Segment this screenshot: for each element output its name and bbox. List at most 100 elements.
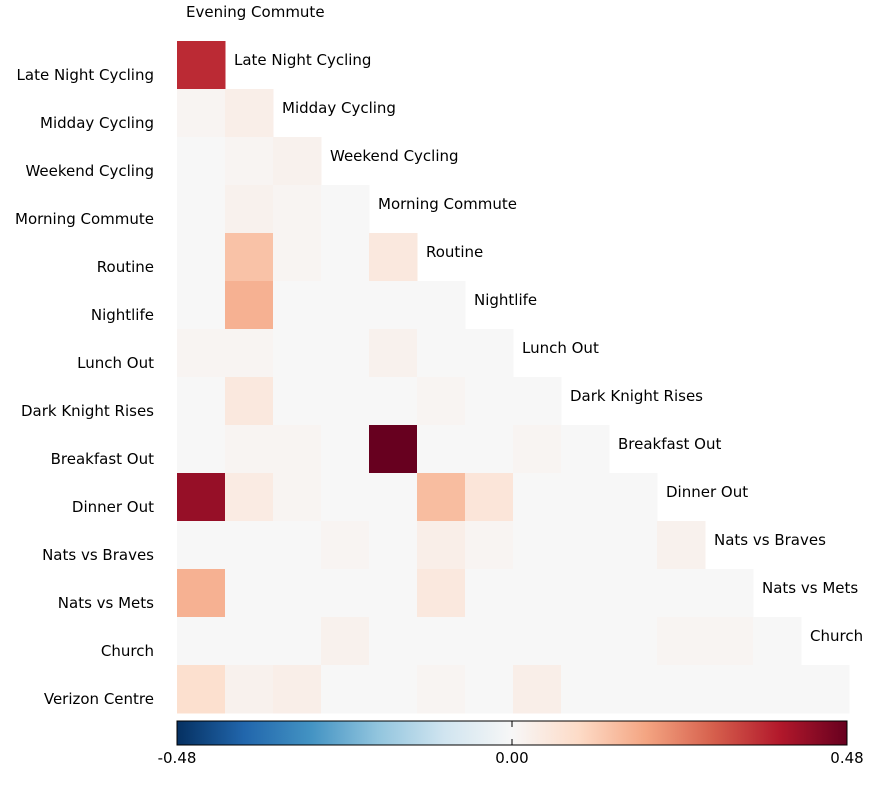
heatmap-cell	[177, 665, 226, 714]
column-label: Nats vs Mets	[762, 579, 858, 597]
heatmap-cell	[465, 665, 514, 714]
heatmap-cell	[321, 569, 370, 618]
heatmap-cell	[513, 665, 562, 714]
heatmap-cell	[177, 425, 226, 474]
heatmap-cell	[609, 569, 658, 618]
heatmap-cell	[273, 521, 322, 570]
column-label: Dinner Out	[666, 483, 748, 501]
heatmap-cell	[561, 617, 610, 666]
heatmap-cell	[273, 329, 322, 378]
row-label: Dark Knight Rises	[21, 402, 154, 420]
column-label: Morning Commute	[378, 195, 517, 213]
heatmap-cell	[225, 89, 274, 138]
heatmap-cell	[225, 521, 274, 570]
heatmap-cell	[369, 377, 418, 426]
heatmap-cell	[321, 473, 370, 522]
heatmap-cell	[801, 665, 850, 714]
heatmap-cell	[465, 473, 514, 522]
colorbar-tick-max: 0.48	[830, 749, 863, 767]
heatmap-cell	[465, 425, 514, 474]
heatmap-cell	[177, 569, 226, 618]
heatmap-cell	[321, 281, 370, 330]
row-label: Verizon Centre	[44, 690, 154, 708]
row-label: Nightlife	[91, 306, 154, 324]
heatmap-cell	[465, 377, 514, 426]
column-labels: Evening Commute Late Night Cycling Midday …	[186, 3, 863, 645]
heatmap-cell	[177, 473, 226, 522]
heatmap-cell	[321, 329, 370, 378]
row-label: Midday Cycling	[40, 114, 154, 132]
heatmap-cell	[417, 473, 466, 522]
heatmap-cell	[321, 233, 370, 282]
heatmap-cell	[417, 569, 466, 618]
heatmap-cell	[273, 665, 322, 714]
colorbar-tick-min: -0.48	[158, 749, 197, 767]
heatmap-cell	[513, 377, 562, 426]
heatmap-cell	[225, 329, 274, 378]
heatmap-cell	[369, 281, 418, 330]
heatmap-cell	[417, 521, 466, 570]
column-label: Lunch Out	[522, 339, 599, 357]
heatmap-cell	[225, 569, 274, 618]
column-label: Dark Knight Rises	[570, 387, 703, 405]
colorbar: -0.48 0.00 0.48	[158, 720, 864, 767]
row-label: Breakfast Out	[51, 450, 154, 468]
heatmap-cell	[321, 185, 370, 234]
row-label: Nats vs Mets	[58, 594, 154, 612]
heatmap-cell	[225, 137, 274, 186]
heatmap-cell	[177, 41, 226, 90]
heatmap-cell	[177, 89, 226, 138]
heatmap-cell	[417, 665, 466, 714]
heatmap-cell	[369, 473, 418, 522]
heatmap-cell	[273, 473, 322, 522]
heatmap-cell	[321, 377, 370, 426]
heatmap-cell	[561, 473, 610, 522]
heatmap-cell	[177, 521, 226, 570]
heatmap-cell	[321, 425, 370, 474]
heatmap-cell	[369, 617, 418, 666]
heatmap-cell	[273, 233, 322, 282]
heatmap-cells	[177, 41, 850, 714]
row-label: Lunch Out	[77, 354, 154, 372]
heatmap-cell	[177, 137, 226, 186]
colorbar-tick-zero: 0.00	[495, 749, 528, 767]
heatmap-cell	[177, 185, 226, 234]
heatmap-cell	[417, 377, 466, 426]
heatmap-cell	[417, 281, 466, 330]
column-label: Evening Commute	[186, 3, 325, 21]
heatmap-cell	[177, 281, 226, 330]
heatmap-cell	[465, 329, 514, 378]
heatmap-cell	[225, 617, 274, 666]
heatmap-cell	[417, 425, 466, 474]
heatmap-cell	[609, 473, 658, 522]
heatmap-cell	[609, 617, 658, 666]
heatmap-cell	[177, 617, 226, 666]
heatmap-cell	[561, 665, 610, 714]
heatmap-cell	[321, 665, 370, 714]
heatmap-cell	[561, 521, 610, 570]
column-label: Routine	[426, 243, 483, 261]
heatmap-cell	[225, 281, 274, 330]
heatmap-cell	[513, 473, 562, 522]
column-label: Midday Cycling	[282, 99, 396, 117]
row-label: Late Night Cycling	[17, 66, 154, 84]
heatmap-cell	[657, 617, 706, 666]
column-label: Breakfast Out	[618, 435, 721, 453]
heatmap-cell	[273, 617, 322, 666]
heatmap-cell	[513, 521, 562, 570]
column-label: Nightlife	[474, 291, 537, 309]
heatmap-cell	[657, 521, 706, 570]
row-label: Nats vs Braves	[42, 546, 154, 564]
heatmap-cell	[609, 665, 658, 714]
heatmap-cell	[225, 233, 274, 282]
row-label: Morning Commute	[15, 210, 154, 228]
heatmap-cell	[273, 185, 322, 234]
heatmap-cell	[369, 665, 418, 714]
column-label: Church	[810, 627, 863, 645]
column-label: Weekend Cycling	[330, 147, 459, 165]
heatmap-cell	[753, 665, 802, 714]
heatmap-cell	[465, 569, 514, 618]
row-labels: Late Night Cycling Midday Cycling Weekend …	[15, 66, 154, 708]
heatmap-cell	[225, 377, 274, 426]
